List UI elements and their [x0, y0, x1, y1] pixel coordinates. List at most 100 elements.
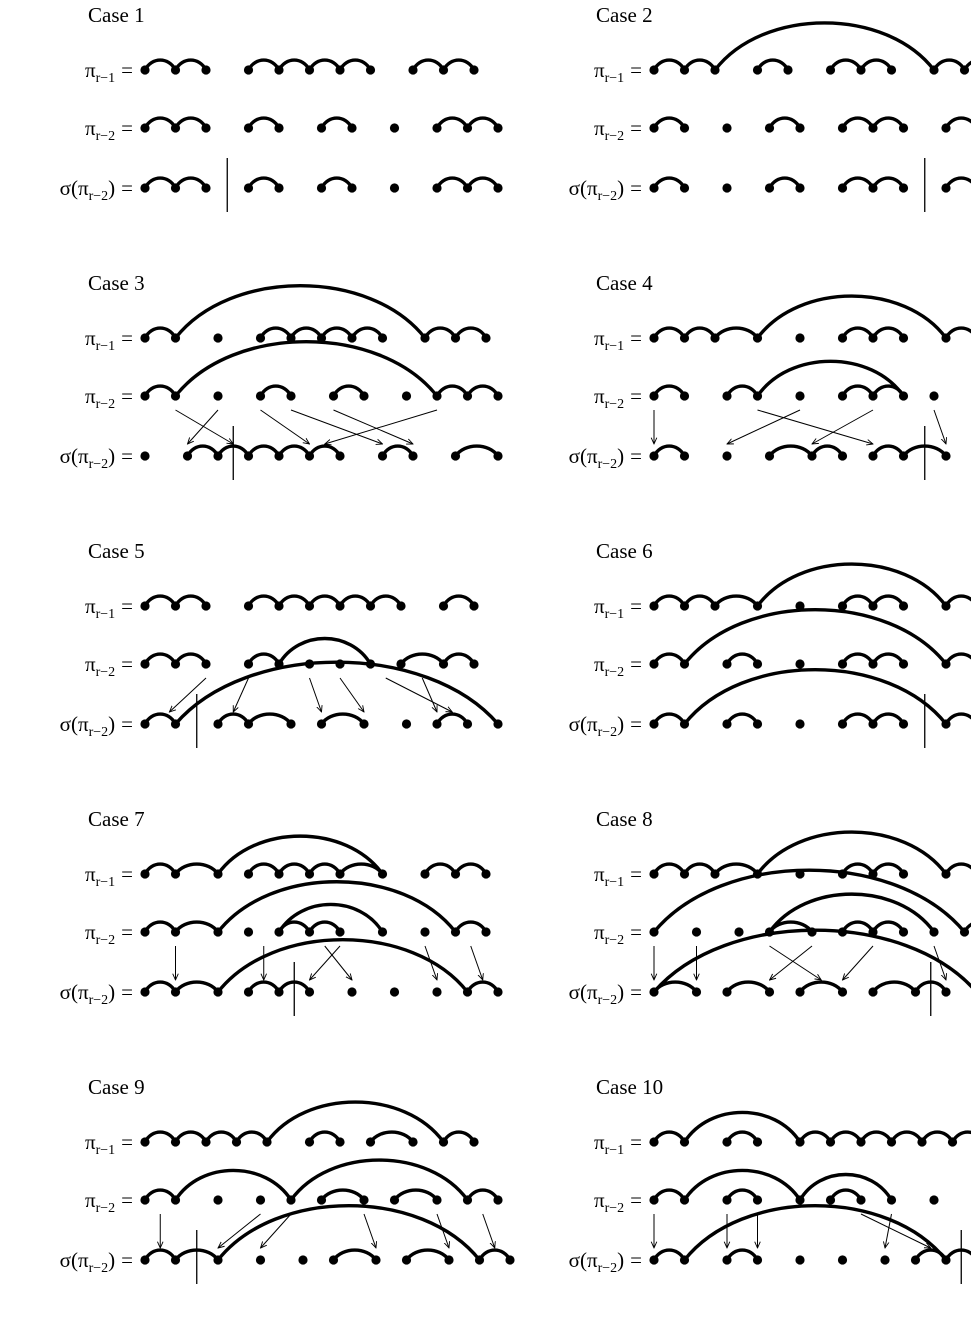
arc — [682, 608, 948, 666]
pi_r2-label: πr−2 = — [594, 652, 642, 680]
mapping-arrow — [333, 409, 414, 444]
node-dot — [304, 1137, 315, 1147]
mapping-arrow — [933, 945, 946, 980]
mapping-arrow — [169, 677, 207, 712]
node-dot — [493, 1195, 503, 1205]
node-dot — [432, 183, 442, 193]
node-dot — [274, 451, 284, 461]
node-dot — [722, 123, 732, 133]
pi_r2-label: πr−2 = — [594, 1188, 642, 1216]
node-dot — [734, 927, 744, 937]
node-dot — [274, 601, 284, 611]
arc — [216, 938, 470, 994]
node-dot — [941, 333, 951, 343]
mapping-arrow — [470, 945, 483, 980]
row-pi_r1-case-5 — [140, 594, 479, 611]
node-dot — [401, 1255, 412, 1265]
node-dot — [481, 333, 491, 343]
arc — [767, 176, 802, 190]
pi_r1-label: πr−1 = — [85, 58, 133, 86]
node-dot — [649, 1255, 659, 1265]
node-dot — [752, 659, 763, 669]
row-pi_r1-case-2 — [649, 21, 971, 75]
node-dot — [371, 1255, 381, 1265]
sigma-label-main: σ(π — [569, 980, 598, 1004]
node-dot — [170, 987, 181, 997]
node-dot — [359, 391, 369, 401]
arc — [319, 1188, 366, 1202]
arc — [173, 1168, 293, 1202]
node-dot — [274, 123, 284, 133]
mapping-arrow — [325, 409, 438, 444]
pi_r2-label-sub: r−2 — [96, 933, 116, 948]
row-sigma-case-4 — [649, 426, 951, 480]
sigma-label-eq: = — [121, 176, 133, 200]
pi_r1-label-main: π — [594, 594, 605, 618]
pi_r1-label-sub: r−1 — [605, 1143, 625, 1158]
pi_r1-label-main: π — [594, 1130, 605, 1154]
row-pi_r2-case-4 — [649, 359, 939, 401]
arc — [435, 384, 470, 398]
node-dot — [316, 123, 327, 133]
node-dot — [304, 451, 315, 461]
node-dot — [396, 601, 406, 611]
node-dot — [316, 183, 327, 193]
node-dot — [649, 1137, 659, 1147]
pi_r2-label-main: π — [85, 652, 96, 676]
mapping-arrow — [860, 1213, 931, 1248]
node-dot — [886, 1195, 897, 1205]
arc — [682, 862, 717, 876]
node-dot — [722, 183, 732, 193]
arc — [277, 58, 312, 72]
node-dot — [837, 391, 848, 401]
arc — [277, 444, 312, 458]
arc — [840, 652, 875, 666]
sigma-label-close: ) — [617, 176, 624, 200]
arc — [871, 326, 906, 340]
row-pi_r2-case-9 — [140, 1158, 503, 1205]
arc — [435, 712, 470, 726]
arc — [143, 1130, 178, 1144]
node-dot — [481, 927, 491, 937]
node-dot — [389, 183, 400, 193]
node-dot — [649, 927, 659, 937]
node-dot — [450, 451, 461, 461]
case-title: Case 6 — [596, 539, 653, 563]
arc — [246, 862, 281, 876]
node-dot — [170, 719, 181, 729]
arc — [173, 58, 208, 72]
node-dot — [886, 1137, 897, 1147]
pi_r2-label-eq: = — [121, 1188, 133, 1212]
arc — [289, 1158, 470, 1202]
row-pi_r1-case-4 — [649, 294, 971, 343]
arc — [173, 594, 208, 608]
arc — [798, 1130, 833, 1144]
node-dot — [941, 123, 951, 133]
node-dot — [286, 391, 296, 401]
node-dot — [347, 987, 357, 997]
sigma-label-sub: r−2 — [89, 725, 109, 740]
arc — [143, 384, 178, 398]
node-dot — [316, 719, 327, 729]
pi_r2-label-eq: = — [630, 384, 642, 408]
mapping-arrow — [424, 945, 437, 980]
node-dot — [255, 333, 266, 343]
node-dot — [274, 65, 284, 75]
node-dot — [304, 987, 315, 997]
node-dot — [401, 719, 412, 729]
sigma-label-close: ) — [617, 1248, 624, 1272]
sigma-label-sub: r−2 — [598, 993, 618, 1008]
arc — [465, 116, 500, 130]
row-sigma-case-1 — [140, 158, 503, 212]
node-dot — [396, 659, 406, 669]
node-dot — [359, 719, 369, 729]
arc — [277, 594, 312, 608]
arc — [246, 594, 281, 608]
mapping-arrow — [290, 409, 383, 444]
node-dot — [408, 451, 418, 461]
node-dot — [898, 927, 909, 937]
node-dot — [213, 719, 223, 729]
node-dot — [722, 1195, 732, 1205]
node-dot — [722, 659, 732, 669]
arc — [423, 326, 458, 340]
